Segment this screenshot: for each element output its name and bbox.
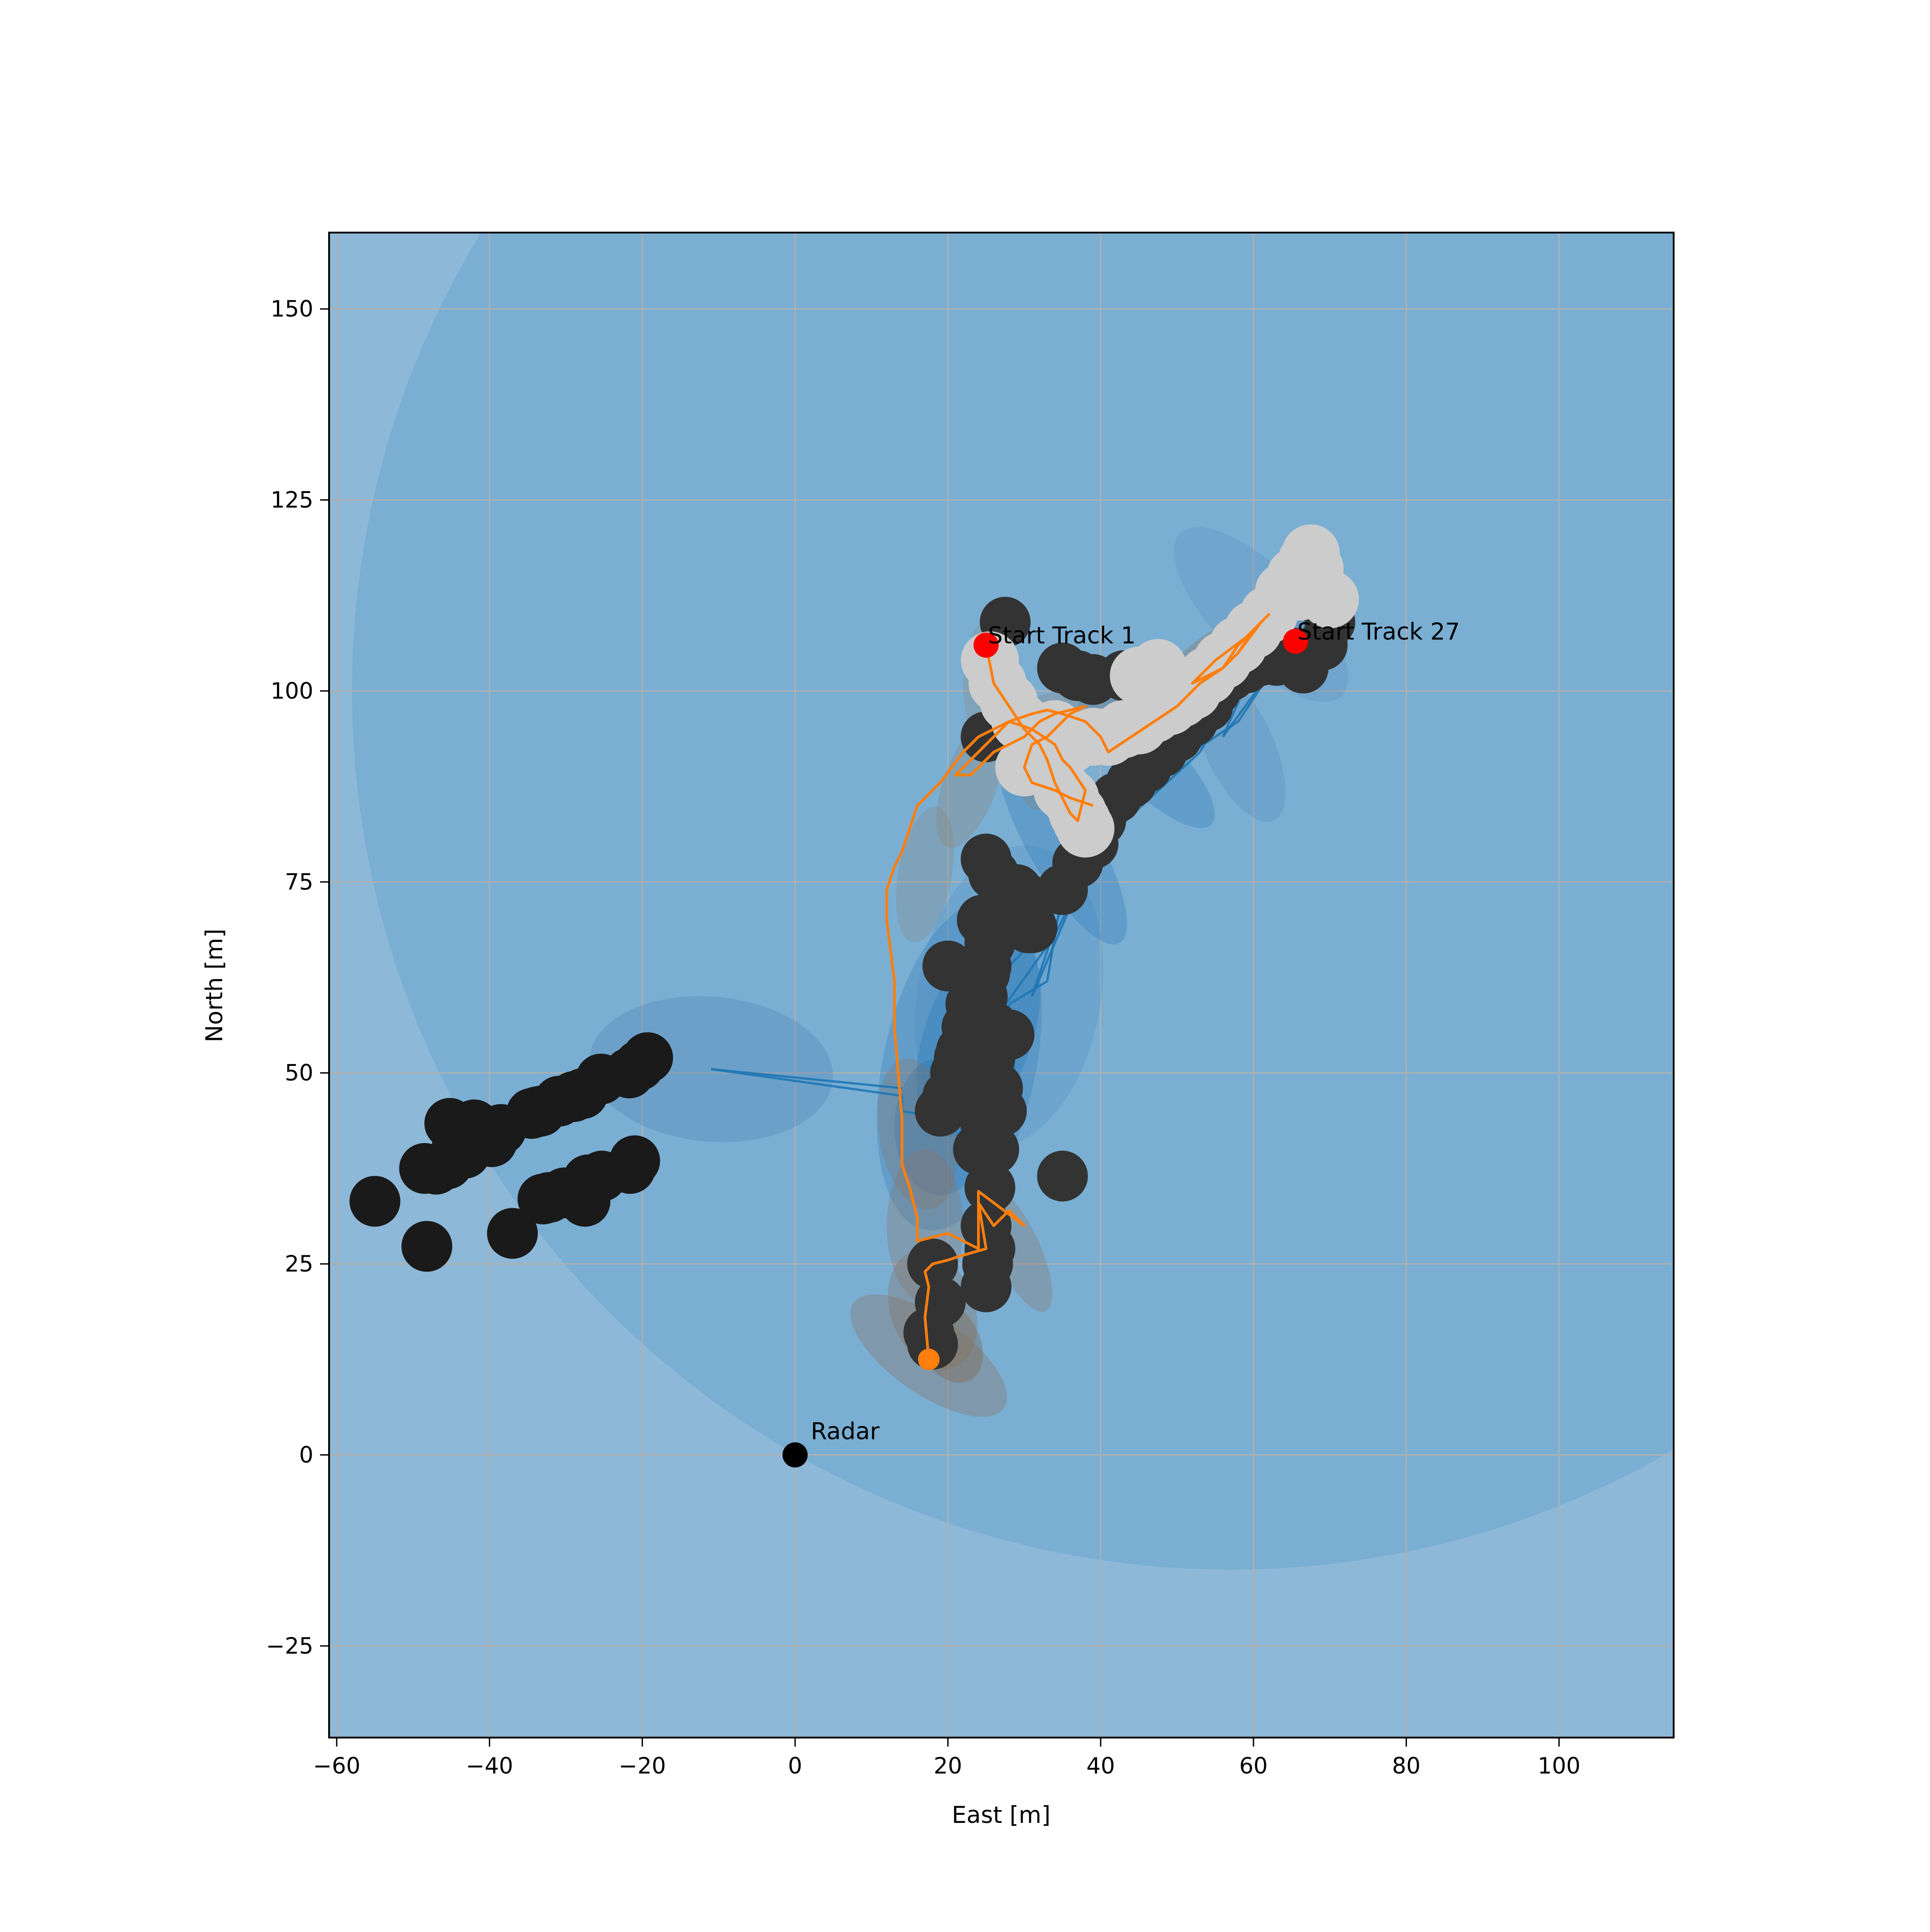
detection-point-2-12 [1056,799,1115,858]
detection-point-0-31 [622,1032,673,1083]
annotation-label-1: Start Track 1 [988,622,1135,649]
detection-point-0-0 [349,1175,400,1227]
track-end-marker [918,1348,940,1370]
x-tick-label-8: 100 [1538,1753,1580,1779]
track-orange-line-1 [954,645,1094,823]
detection-point-1-62 [983,1009,1035,1061]
track-blue-segment-0 [711,1068,902,1097]
x-tick-label-0: −60 [313,1753,361,1779]
plot-frame [328,232,1675,1738]
y-tick-label-7: 150 [271,296,313,322]
y-tick-label-6: 125 [271,487,313,513]
annotation-label-0: Radar [811,1418,880,1445]
track-blue-segment-7 [1008,980,1048,1005]
y-tick-label-3: 50 [285,1060,313,1086]
start-marker-1 [973,632,999,658]
x-tick-label-5: 40 [1086,1753,1115,1779]
track-blue-segment-1 [711,1068,902,1090]
x-tick-label-3: 0 [788,1753,802,1779]
radar-marker [783,1442,808,1468]
x-tick-label-4: 20 [934,1753,963,1779]
x-tick-label-1: −40 [466,1753,514,1779]
start-marker-2 [1283,629,1308,654]
y-tick-label-5: 100 [271,678,313,704]
detection-point-1-64 [922,940,973,992]
x-axis-label: East [m] [952,1802,1051,1829]
detection-point-2-32 [1301,570,1359,629]
detection-point-1-27 [957,971,1008,1022]
y-tick-label-1: 0 [299,1442,313,1468]
y-axis-label: North [m] [201,929,228,1042]
uncertainty-ellipse-15 [896,806,954,942]
detection-point-2-36 [1129,639,1187,697]
detection-point-1-69 [1037,1150,1088,1201]
detection-point-1-68 [960,1101,1012,1152]
axes: −60 −40 −20 0 20 40 60 80 100 −25 0 25 50 75 100 125 150 [266,296,1580,1779]
detection-point-0-29 [609,1135,660,1186]
detection-point-1-66 [941,1043,993,1095]
plot-area: Radar Start Track 1 Start Track 27 [329,233,1674,1738]
y-tick-label-2: 25 [285,1251,313,1277]
y-tick-label-0: −25 [266,1633,313,1659]
track-orange-line-0 [885,613,1271,1360]
detection-point-1-60 [960,833,1012,885]
annotation-label-2: Start Track 27 [1297,618,1460,645]
detection-point-1-23 [960,1261,1012,1312]
detection-point-0-2 [401,1221,453,1272]
y-tick-label-4: 75 [285,869,313,895]
x-tick-label-2: −20 [619,1753,666,1779]
x-tick-label-6: 60 [1239,1753,1268,1779]
detection-point-1-61 [976,879,1027,930]
detection-point-0-13 [487,1208,538,1259]
track-blue-segment-17 [1031,904,1064,997]
x-tick-label-7: 80 [1392,1753,1421,1779]
